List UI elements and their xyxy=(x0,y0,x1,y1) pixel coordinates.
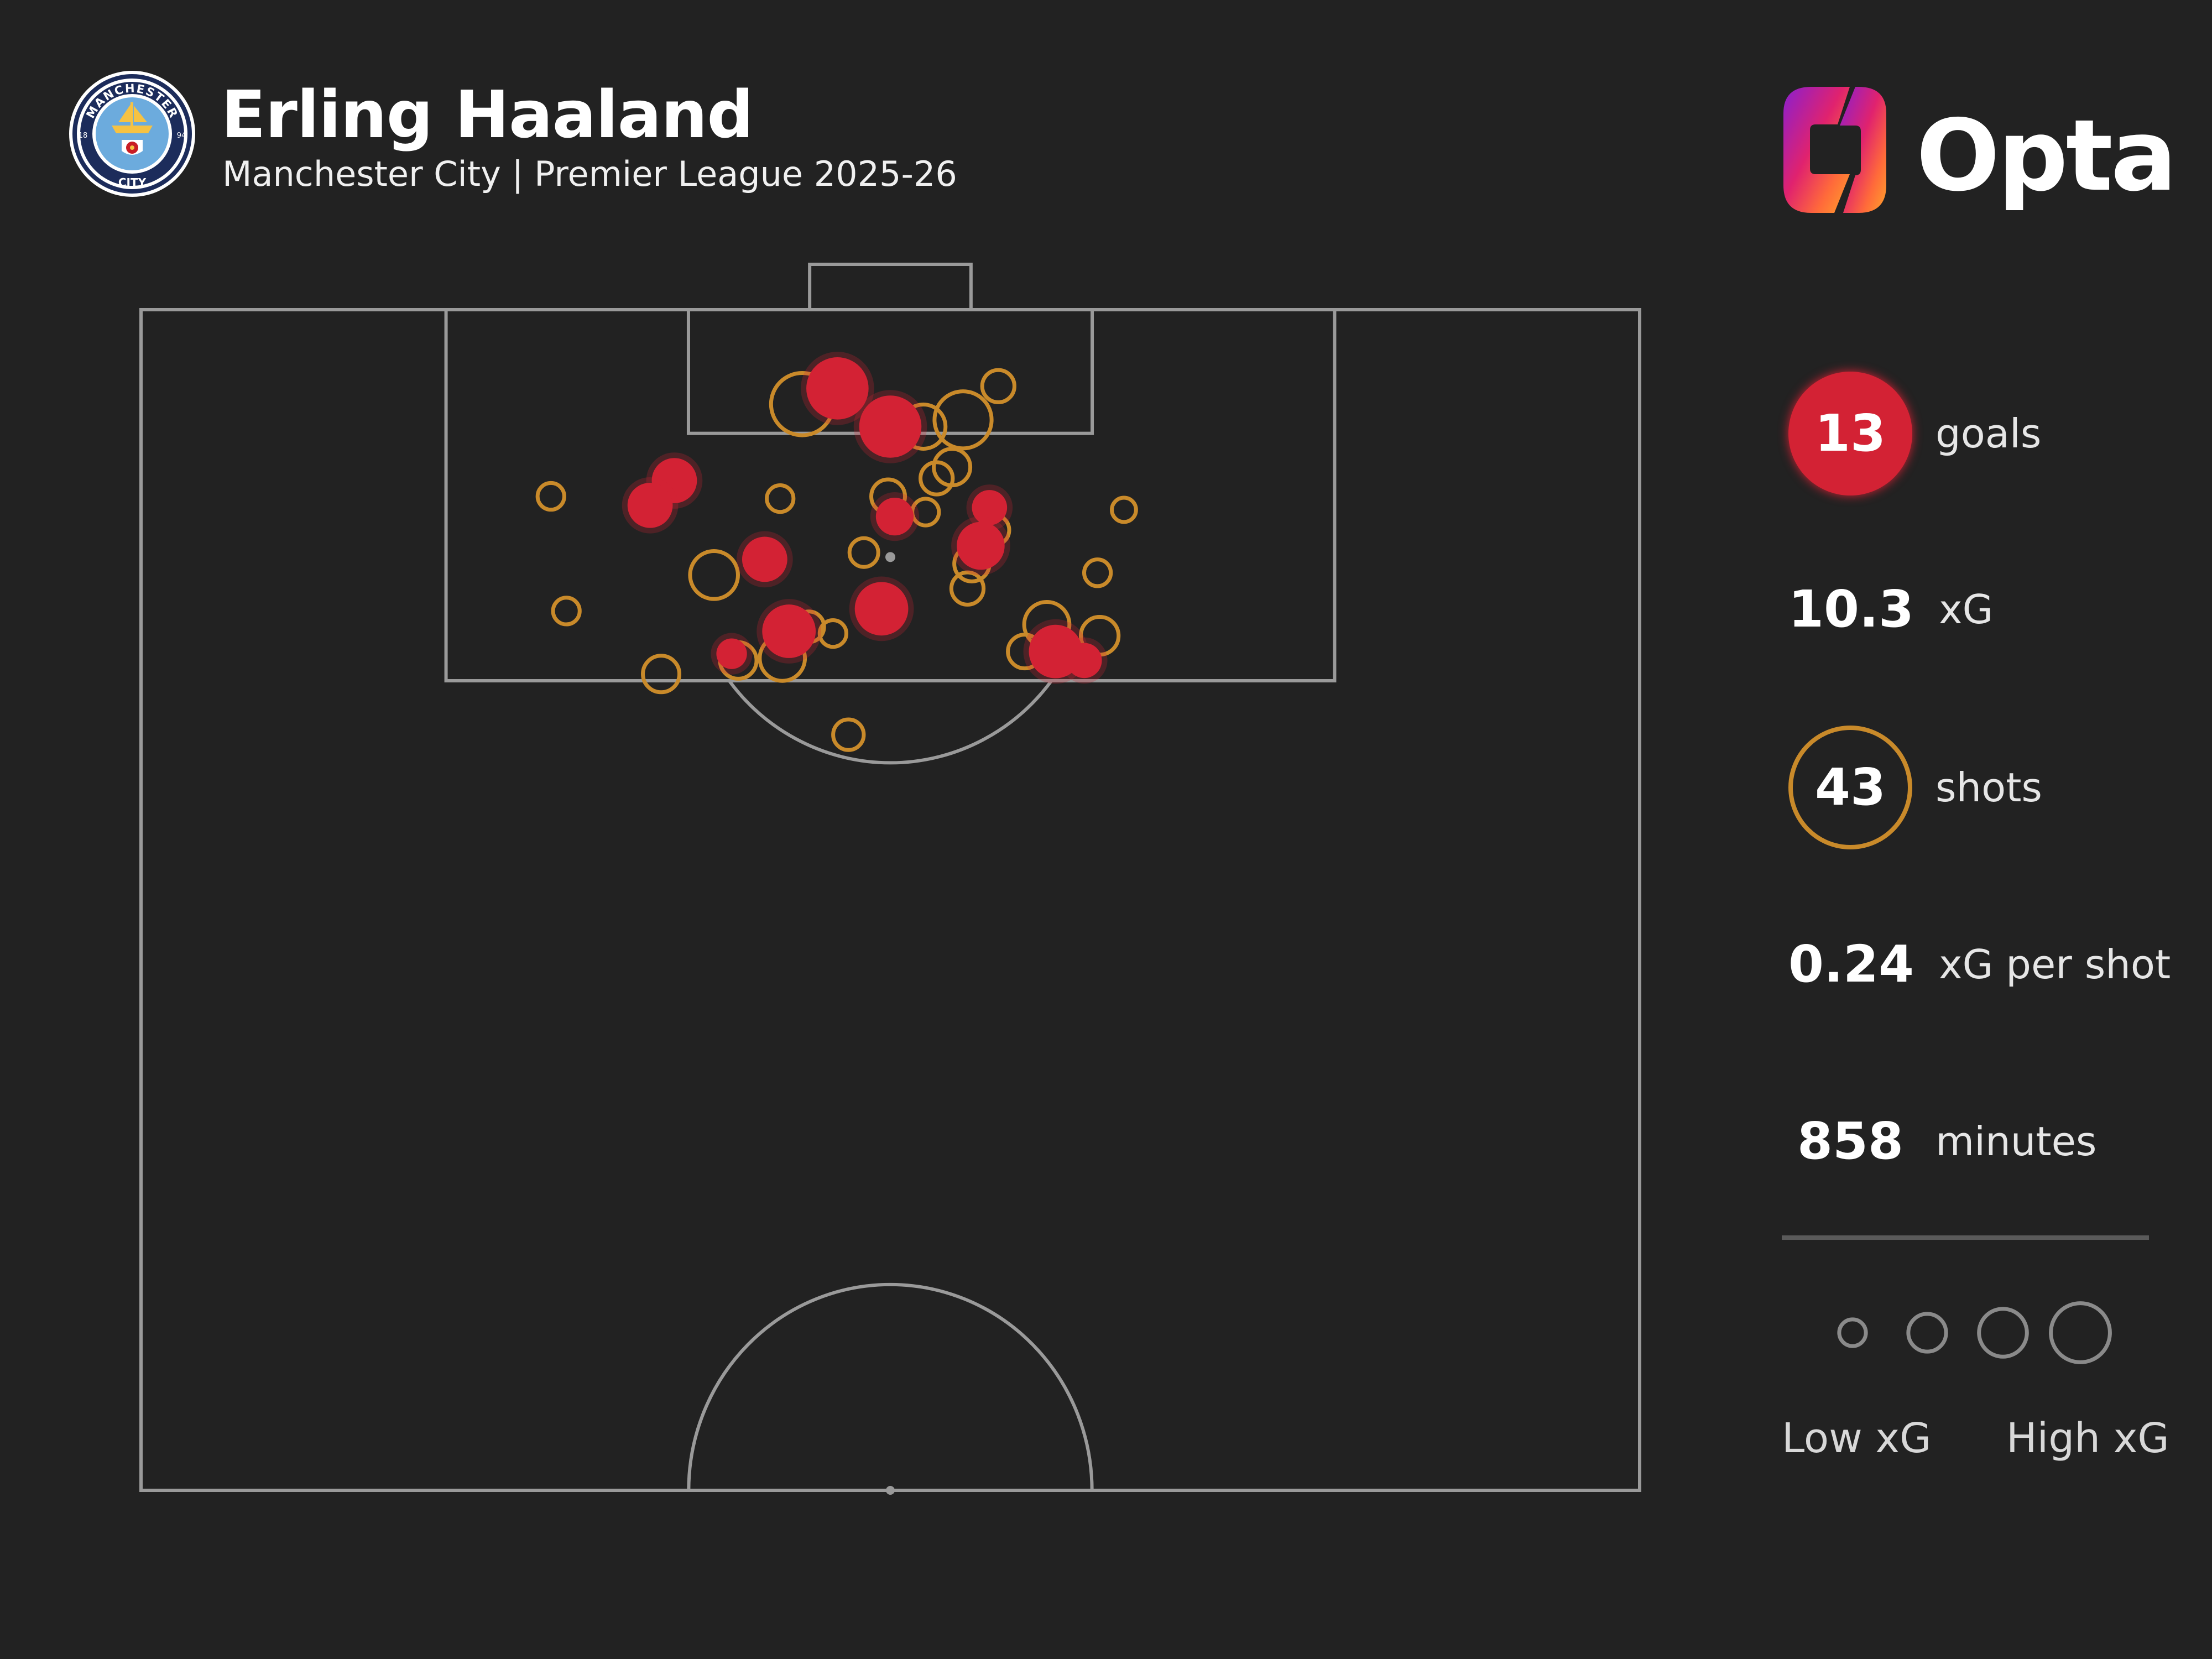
header: MANCHESTER CITY 18 94 Erling Haaland Man… xyxy=(0,0,2212,232)
crest-text-bottom: CITY xyxy=(118,176,147,189)
goal-shot xyxy=(716,638,747,669)
goal-shot xyxy=(762,604,816,658)
missed-shot xyxy=(831,717,866,752)
legend-xg-circle xyxy=(1906,1312,1948,1354)
stat-value: 43 xyxy=(1814,758,1886,817)
missed-shot xyxy=(817,618,849,649)
stat-xG-per-shot: 0.24 xG per shot xyxy=(1781,902,2201,1035)
stat-value: 10.3 xyxy=(1788,580,1914,639)
stat-xG: 10.3 xG xyxy=(1781,547,2201,680)
crest-year-right: 94 xyxy=(177,132,186,140)
pitch-outline xyxy=(139,308,1641,1492)
missed-shot xyxy=(932,389,994,451)
goal-shot xyxy=(806,357,869,420)
shots-layer xyxy=(535,352,1138,752)
opta-logo-icon xyxy=(1783,87,1886,213)
stat-label: minutes xyxy=(1936,1118,2097,1165)
pitch-markings xyxy=(139,263,1641,1495)
goal-shot xyxy=(859,395,922,458)
penalty-arc xyxy=(728,680,1053,765)
goal-shot xyxy=(1066,643,1102,679)
centre-circle xyxy=(688,1285,1092,1490)
missed-shot xyxy=(551,596,582,627)
penalty-spot xyxy=(885,552,895,562)
manchester-city-crest-icon: MANCHESTER CITY 18 94 xyxy=(69,71,195,197)
stat-label: xG xyxy=(1939,586,1994,633)
missed-shot xyxy=(949,570,986,607)
centre-spot xyxy=(886,1486,895,1495)
missed-shot xyxy=(641,654,682,695)
legend-low-label: Low xG xyxy=(1782,1415,1932,1462)
goal-shot xyxy=(972,490,1008,525)
shots-badge xyxy=(1788,726,1912,849)
goal xyxy=(808,263,973,311)
player-name: Erling Haaland xyxy=(221,76,754,153)
stat-goals: 13 goals xyxy=(1781,372,2201,504)
goals-badge xyxy=(1788,372,1912,495)
goal-shot xyxy=(627,482,673,528)
legend-xg-circle xyxy=(1837,1317,1868,1348)
goal-shot xyxy=(854,582,909,636)
stat-value: 0.24 xyxy=(1788,935,1914,994)
missed-shot xyxy=(535,481,566,512)
legend-xg-circle xyxy=(1977,1307,2029,1359)
goal-shot xyxy=(957,521,1005,570)
crest-year-left: 18 xyxy=(79,132,88,140)
legend-xg-circle xyxy=(2049,1301,2112,1364)
stat-value: 858 xyxy=(1797,1112,1904,1171)
stat-label: xG per shot xyxy=(1939,941,2171,988)
xg-size-legend xyxy=(1837,1301,2112,1364)
divider xyxy=(1782,1235,2149,1240)
stat-minutes: 858 minutes xyxy=(1781,1079,2201,1212)
subtitle: Manchester City | Premier League 2025-26 xyxy=(222,154,957,194)
stat-shots: 43 shots xyxy=(1781,726,2201,858)
opta-wordmark: Opta xyxy=(1916,98,2177,213)
goal-shot xyxy=(742,536,787,582)
missed-shot xyxy=(688,549,740,601)
stat-label: goals xyxy=(1936,410,2042,457)
missed-shot xyxy=(847,536,880,569)
stat-value: 13 xyxy=(1814,404,1886,463)
missed-shot xyxy=(1110,495,1138,524)
missed-shot xyxy=(980,368,1016,404)
goal-shot xyxy=(875,497,914,536)
missed-shot xyxy=(765,483,796,514)
legend-high-label: High xG xyxy=(2006,1415,2169,1462)
stat-label: shots xyxy=(1936,764,2042,811)
missed-shot xyxy=(1082,557,1113,588)
missed-shot xyxy=(919,460,955,497)
